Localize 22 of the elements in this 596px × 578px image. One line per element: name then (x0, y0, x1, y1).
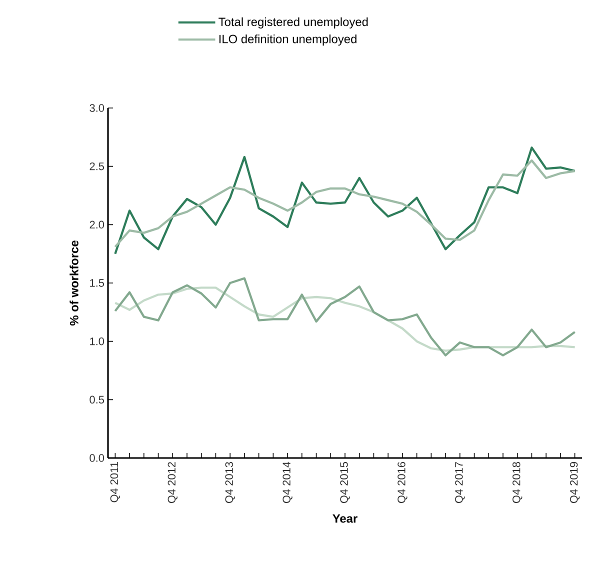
x-tick-label: Q4 2018 (512, 462, 522, 504)
y-tick-label: 2.0 (90, 220, 104, 229)
x-tick-label: Q4 2012 (168, 462, 178, 504)
line-series (114, 277, 576, 356)
y-tick-label: 0.0 (90, 454, 104, 462)
x-tick-label: Q4 2014 (282, 462, 292, 504)
x-tick-label: Q4 2015 (340, 462, 350, 504)
legend-label: ILO definition unemployed (219, 34, 356, 46)
y-tick-label: 2.5 (90, 162, 104, 170)
x-tick-label: Q4 2011 (110, 462, 120, 502)
x-tick-label: Q4 2016 (398, 462, 408, 504)
y-tick-label: 0.5 (90, 396, 104, 404)
x-axis-title: Year (332, 514, 358, 523)
y-tick-label: 1.0 (90, 337, 104, 346)
x-tick-label: Q4 2013 (225, 462, 235, 504)
x-tick-label: Q4 2017 (455, 462, 465, 504)
y-tick-label: 1.5 (90, 279, 104, 287)
y-axis-title: % of workforce (70, 240, 78, 326)
x-tick-label: Q4 2019 (570, 462, 580, 504)
legend-label: Total registered unemployed (218, 17, 368, 28)
line-series (114, 146, 576, 255)
y-tick-label: 3.0 (90, 104, 104, 112)
